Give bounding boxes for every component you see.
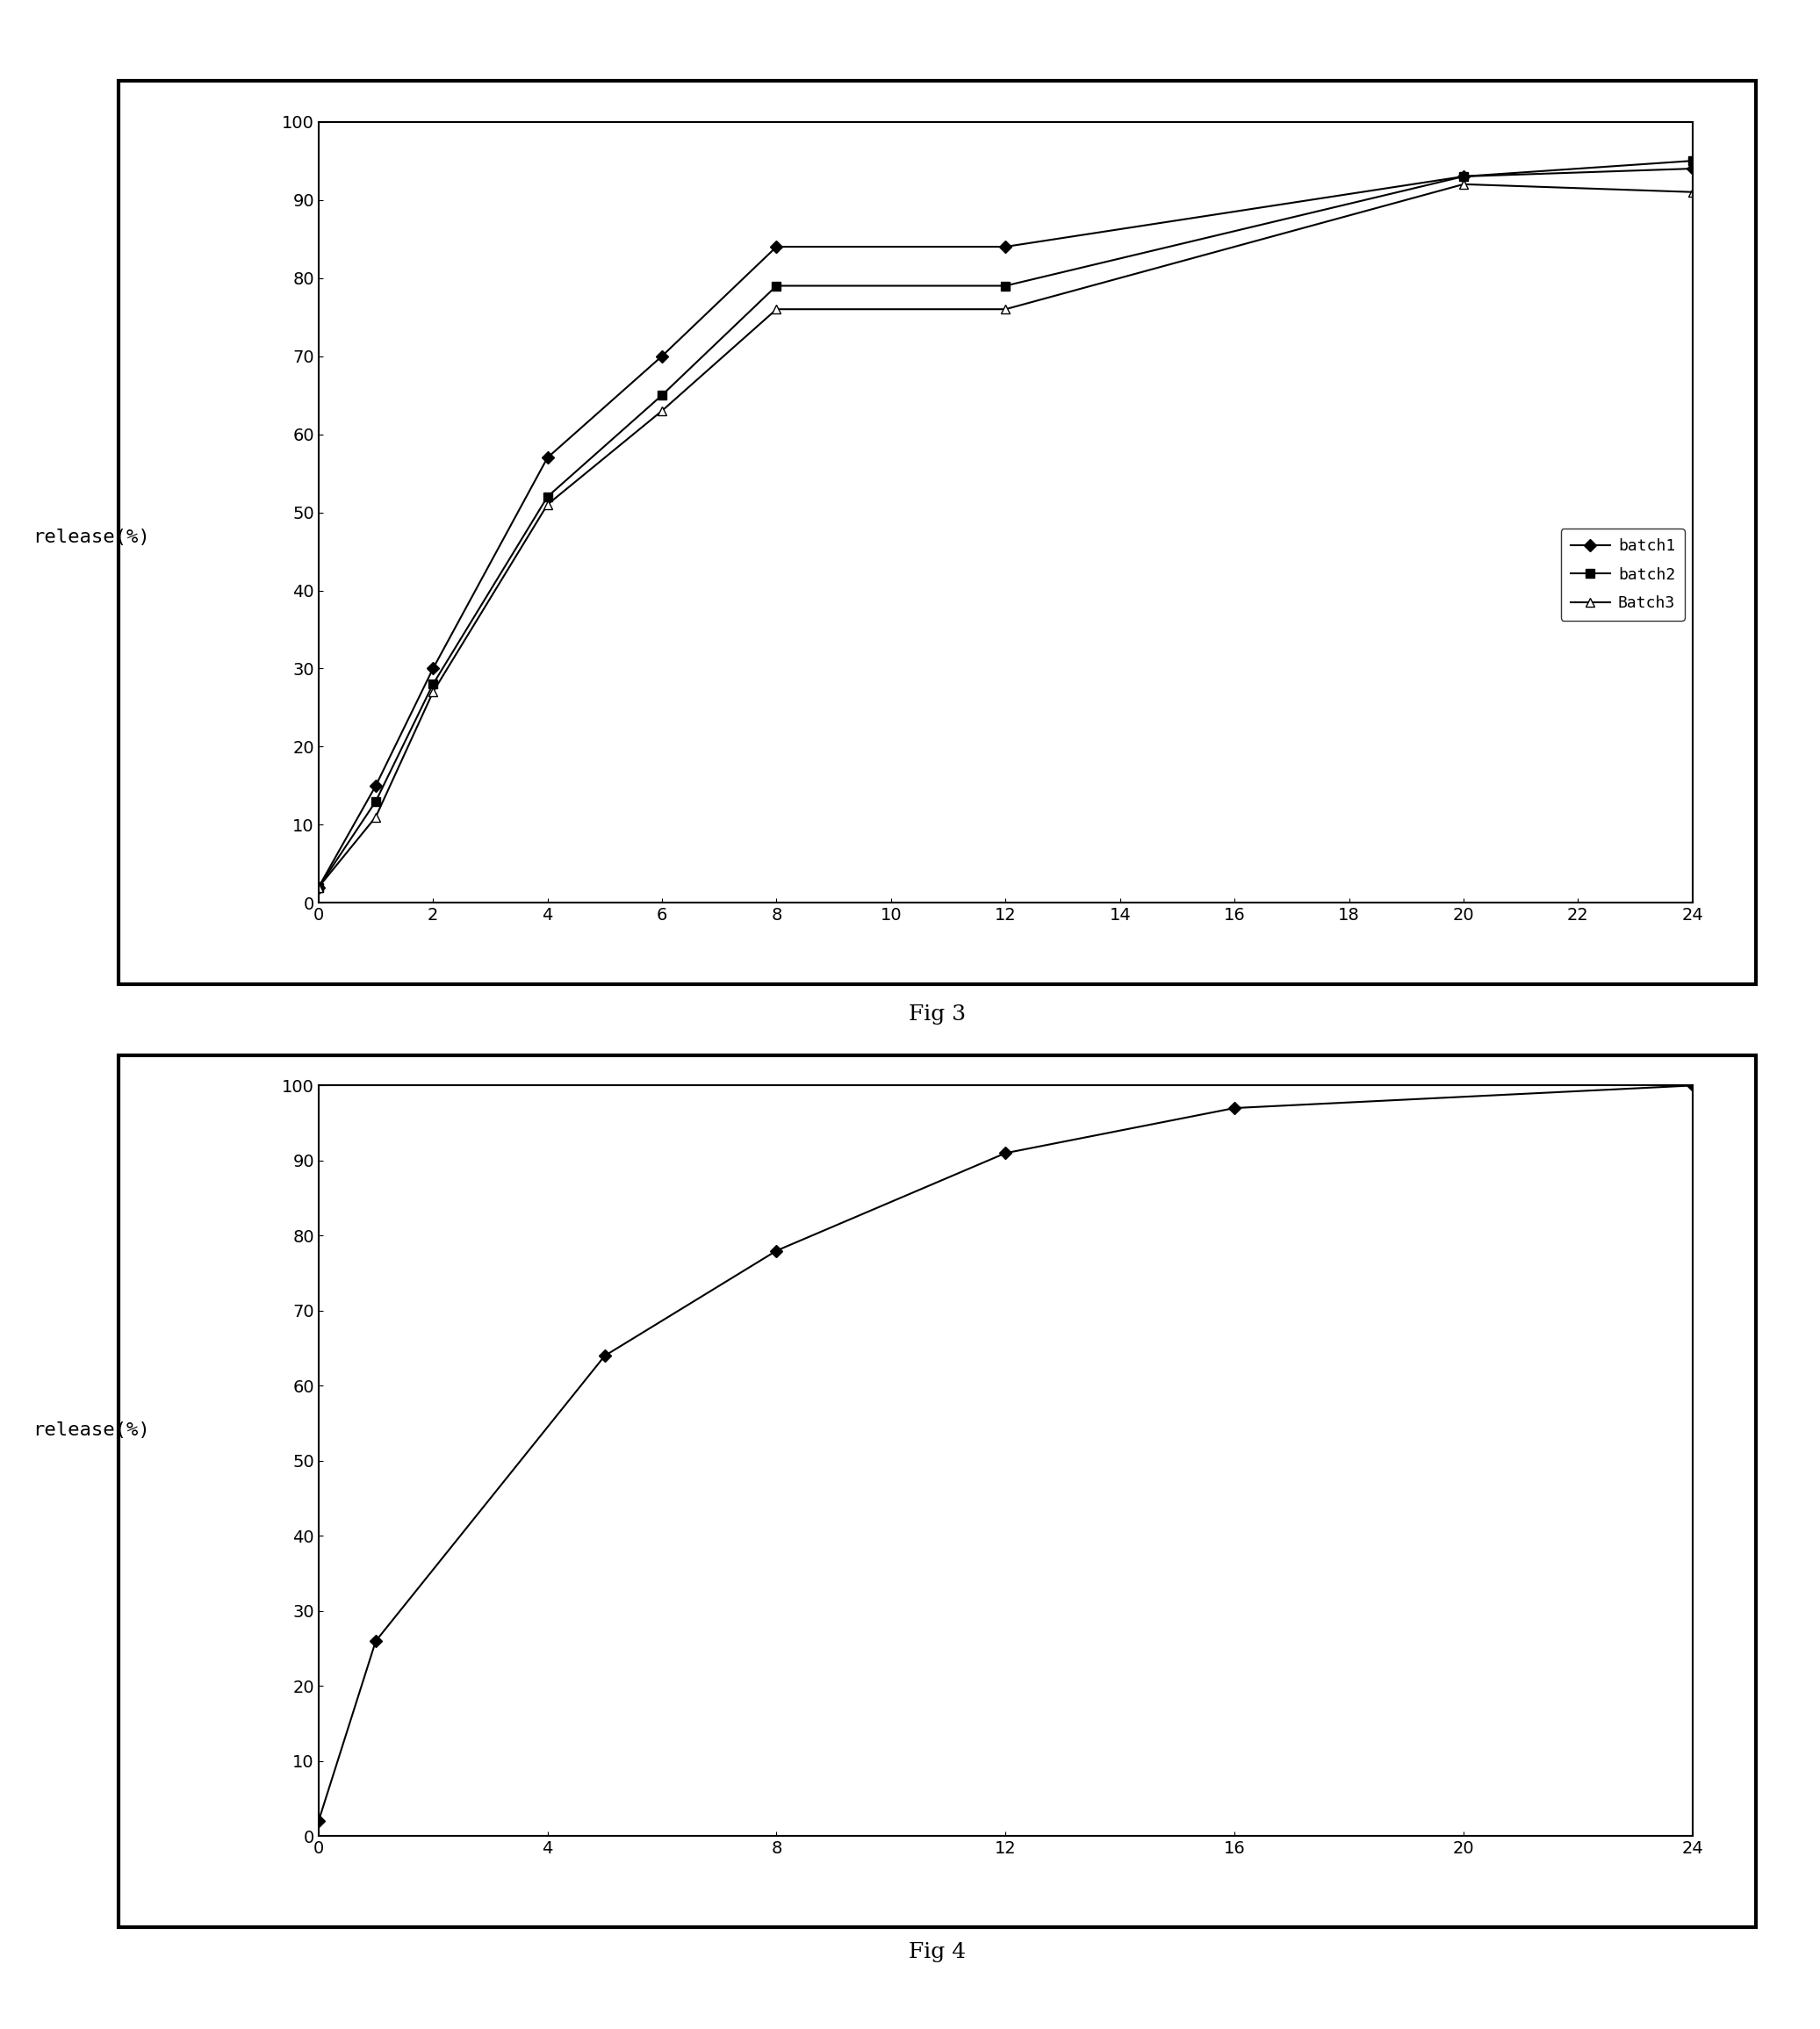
Batch3 [1682, 181, 1704, 205]
batch1 [766, 235, 788, 260]
batch1 [364, 773, 386, 797]
Batch3 [1452, 172, 1474, 197]
batch2 [1452, 164, 1474, 189]
batch1 [422, 655, 444, 680]
Batch3 [308, 874, 329, 899]
batch1 [308, 874, 329, 899]
batch2 [1682, 148, 1704, 172]
batch2 [422, 672, 444, 696]
Legend: batch1, batch2, Batch3: batch1, batch2, Batch3 [1562, 530, 1685, 621]
batch1 [1452, 164, 1474, 189]
Line: batch1: batch1 [315, 164, 1696, 891]
Text: release(%): release(%) [33, 1422, 149, 1439]
Batch3 [652, 398, 673, 422]
batch2 [364, 789, 386, 814]
Batch3 [537, 493, 559, 517]
batch1 [994, 235, 1016, 260]
Batch3 [766, 296, 788, 321]
batch1 [1682, 156, 1704, 181]
batch2 [537, 485, 559, 509]
Line: Batch3: Batch3 [315, 181, 1696, 891]
batch2 [308, 874, 329, 899]
Text: Fig 3: Fig 3 [908, 1004, 966, 1025]
Line: batch2: batch2 [315, 156, 1696, 891]
Batch3 [364, 806, 386, 830]
batch2 [652, 383, 673, 408]
Text: release(%): release(%) [33, 530, 149, 546]
Batch3 [422, 680, 444, 704]
Text: Fig 4: Fig 4 [908, 1942, 966, 1962]
batch2 [766, 274, 788, 298]
batch1 [652, 343, 673, 369]
Batch3 [994, 296, 1016, 321]
batch1 [537, 446, 559, 471]
batch2 [994, 274, 1016, 298]
